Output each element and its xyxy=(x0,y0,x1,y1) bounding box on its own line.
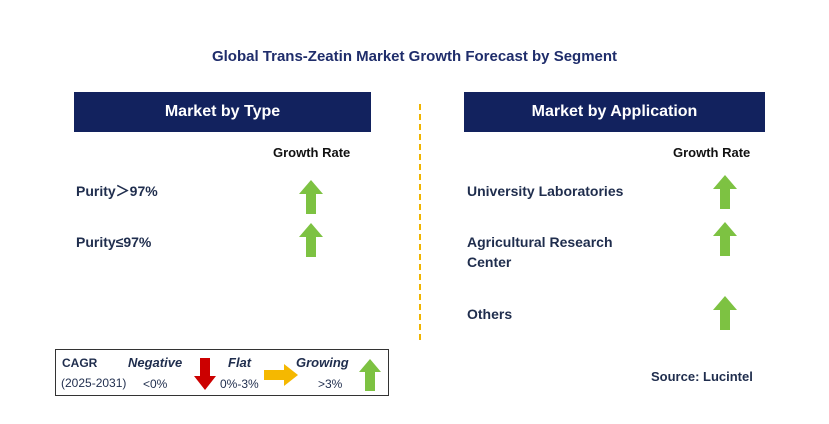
type-growth-rate-label: Growth Rate xyxy=(273,145,351,160)
negative-arrow-icon xyxy=(194,358,216,390)
panel-divider xyxy=(419,104,421,340)
type-item-purity-gt-97: Purity＞97% xyxy=(76,183,158,199)
legend-growing-label: Growing xyxy=(296,355,349,370)
application-growth-rate-label: Growth Rate xyxy=(673,145,751,160)
source-label: Source: Lucintel xyxy=(651,369,753,384)
legend-cagr-label: CAGR xyxy=(62,356,98,370)
legend-negative-label: Negative xyxy=(128,355,183,370)
market-by-type-header: Market by Type xyxy=(74,92,371,132)
application-item-university-laboratories: University Laboratories xyxy=(467,183,624,199)
legend-flat-range: 0%-3% xyxy=(220,377,259,391)
legend-flat-label: Flat xyxy=(228,355,252,370)
cagr-legend: CAGR (2025-2031) Negative <0% Flat 0%-3%… xyxy=(55,349,389,396)
type-item-purity-le-97: Purity≤97% xyxy=(76,234,152,250)
flat-arrow-icon xyxy=(264,364,298,386)
application-item-agricultural-research-center: Agricultural Research Center xyxy=(467,234,613,270)
legend-negative-range: <0% xyxy=(143,377,168,391)
growing-arrow-icon xyxy=(713,175,737,209)
page-title: Global Trans-Zeatin Market Growth Foreca… xyxy=(211,48,618,65)
legend-growing-range: >3% xyxy=(318,377,343,391)
legend-period: (2025-2031) xyxy=(61,376,127,390)
growing-arrow-icon xyxy=(299,180,323,214)
market-by-application-header: Market by Application xyxy=(464,92,765,132)
growing-arrow-icon xyxy=(359,359,381,391)
growing-arrow-icon xyxy=(713,296,737,330)
application-item-others: Others xyxy=(467,306,513,322)
growing-arrow-icon xyxy=(713,222,737,256)
growing-arrow-icon xyxy=(299,223,323,257)
